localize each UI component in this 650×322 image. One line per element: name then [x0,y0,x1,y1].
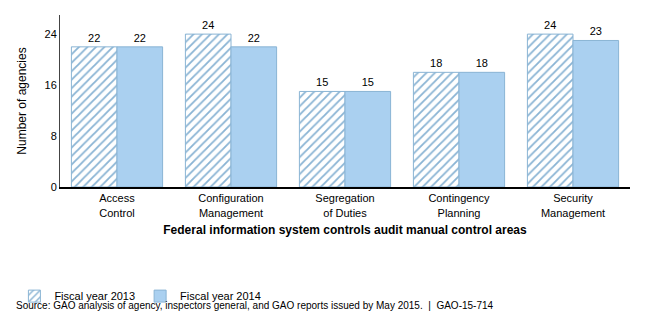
svg-text:24: 24 [544,19,556,31]
svg-text:15: 15 [362,76,374,88]
svg-text:Source: GAO analysis of agency: Source: GAO analysis of agency, inspecto… [16,300,494,311]
svg-text:23: 23 [590,25,602,37]
svg-text:15: 15 [316,76,328,88]
svg-text:22: 22 [134,32,146,44]
svg-text:24: 24 [45,28,57,40]
svg-text:Segregationof Duties: Segregationof Duties [315,192,374,218]
svg-text:ContingencyPlanning: ContingencyPlanning [428,192,490,218]
svg-text:Number of agencies: Number of agencies [15,47,29,154]
svg-text:22: 22 [88,32,100,44]
svg-text:SecurityManagement: SecurityManagement [541,192,605,218]
svg-text:16: 16 [45,79,57,91]
svg-text:24: 24 [202,19,214,31]
svg-text:18: 18 [476,57,488,69]
svg-text:22: 22 [248,32,260,44]
svg-text:Federal information system con: Federal information system controls audi… [163,223,527,237]
svg-text:0: 0 [51,181,57,193]
svg-text:AccessControl: AccessControl [99,192,135,218]
svg-text:Fiscal year 2014: Fiscal year 2014 [180,290,261,302]
svg-text:8: 8 [51,130,57,142]
svg-text:18: 18 [430,57,442,69]
svg-text:Fiscal year 2013: Fiscal year 2013 [54,290,135,302]
svg-text:ConfigurationManagement: ConfigurationManagement [198,192,263,218]
